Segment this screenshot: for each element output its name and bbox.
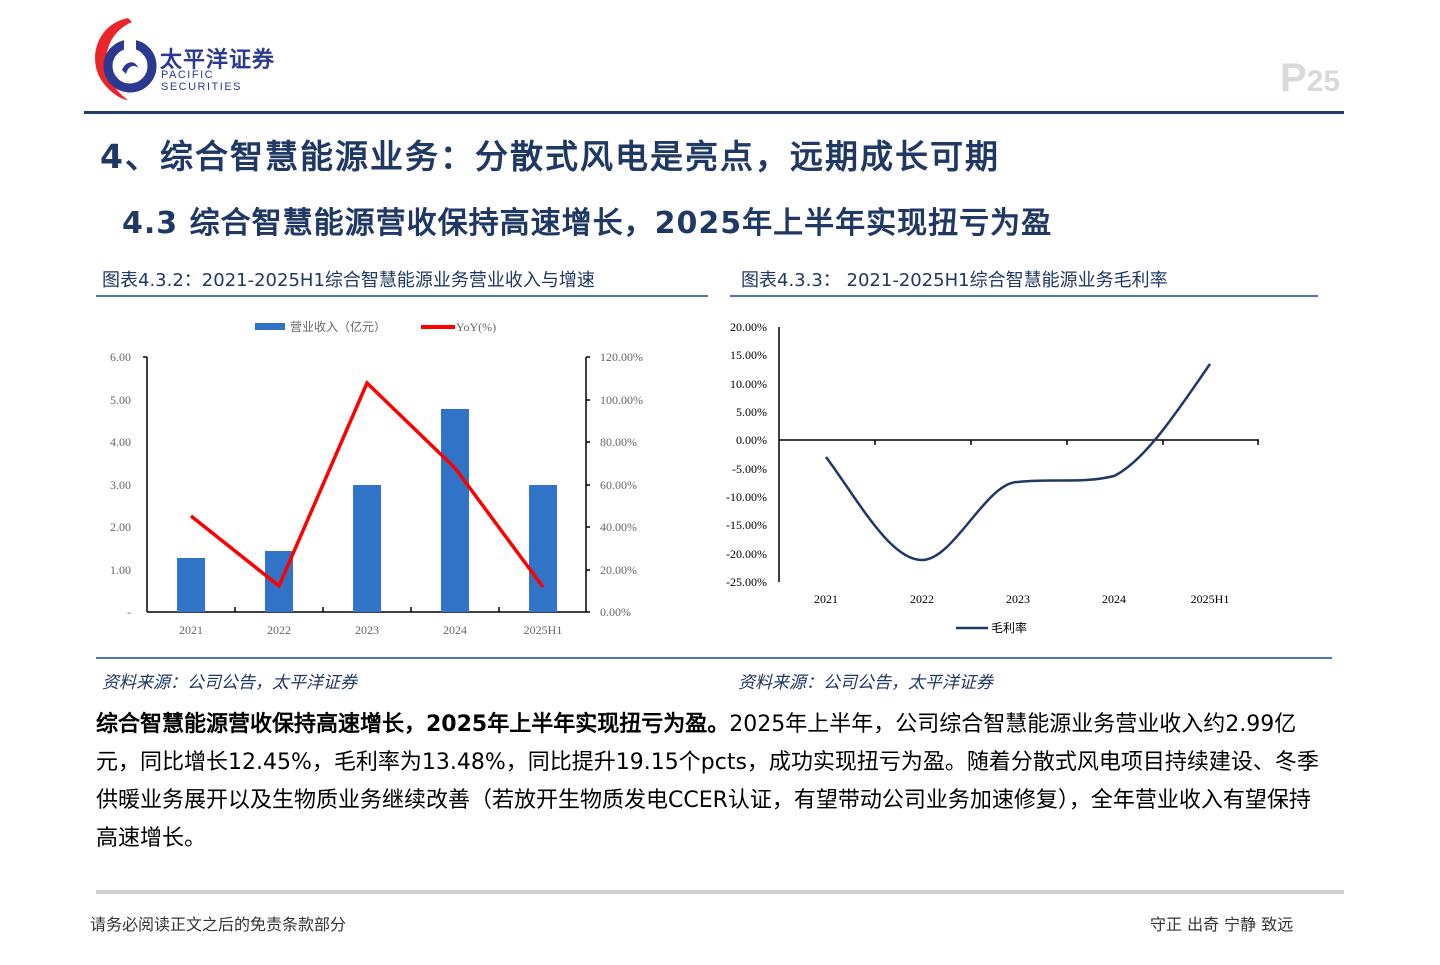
legend-gross-margin: 毛利率 <box>991 620 1027 635</box>
page-number: P25 <box>1280 56 1340 101</box>
svg-text:80.00%: 80.00% <box>600 435 637 449</box>
svg-text:2025H1: 2025H1 <box>524 623 563 637</box>
svg-text:-15.00%: -15.00% <box>726 518 767 532</box>
svg-text:-25.00%: -25.00% <box>726 575 767 589</box>
body-lead-bold: 综合智慧能源营收保持高速增长，2025年上半年实现扭亏为盈。 <box>96 712 730 737</box>
svg-text:0.00%: 0.00% <box>600 605 631 619</box>
svg-text:2.00: 2.00 <box>110 520 131 534</box>
svg-text:100.00%: 100.00% <box>600 393 643 407</box>
svg-text:5.00: 5.00 <box>110 393 131 407</box>
svg-text:2022: 2022 <box>910 592 934 606</box>
page-prefix: P <box>1280 56 1307 100</box>
bar-2025h1 <box>529 485 557 612</box>
y-axis-ticks: 20.00% 15.00% 10.00% 5.00% 0.00% -5.00% … <box>726 320 767 589</box>
svg-text:-20.00%: -20.00% <box>726 547 767 561</box>
page-number-value: 25 <box>1306 65 1341 98</box>
svg-text:2024: 2024 <box>443 623 467 637</box>
svg-text:15.00%: 15.00% <box>730 348 767 362</box>
logo-text-en: PACIFIC SECURITIES <box>161 69 243 93</box>
logo-text-cn: 太平洋证券 <box>160 48 276 73</box>
svg-text:1.00: 1.00 <box>110 563 131 577</box>
left-axis-ticks: - 1.00 2.00 3.00 4.00 5.00 6.00 <box>110 350 131 619</box>
chart-legend: 毛利率 <box>956 620 1027 635</box>
figure-title-revenue: 图表4.3.2：2021-2025H1综合智慧能源业务营业收入与增速 <box>102 270 595 291</box>
footer-disclaimer: 请务必阅读正文之后的免责条款部分 <box>90 915 347 934</box>
svg-text:-: - <box>127 605 131 619</box>
revenue-bars <box>177 409 557 612</box>
figure-source-left: 资料来源：公司公告，太平洋证券 <box>102 673 357 693</box>
source-divider <box>96 657 1332 659</box>
subsection-title: 4.3 综合智慧能源营收保持高速增长，2025年上半年实现扭亏为盈 <box>122 206 1053 241</box>
svg-text:4.00: 4.00 <box>110 435 131 449</box>
svg-text:120.00%: 120.00% <box>600 350 643 364</box>
legend-yoy: YoY(%) <box>456 320 496 334</box>
chart-legend: 营业收入（亿元） YoY(%) <box>255 319 496 334</box>
bar-2023 <box>353 485 381 612</box>
svg-text:-5.00%: -5.00% <box>732 462 767 476</box>
svg-text:6.00: 6.00 <box>110 350 131 364</box>
svg-text:3.00: 3.00 <box>110 478 131 492</box>
yoy-line <box>189 379 545 589</box>
figure-source-right: 资料来源：公司公告，太平洋证券 <box>738 673 993 693</box>
body-text: 2025年上半年，公司综合智慧能源业务营业收入约2.99亿元，同比增长12.45… <box>96 712 1319 851</box>
figure-title-divider <box>96 295 708 297</box>
svg-text:2022: 2022 <box>267 623 291 637</box>
legend-line-swatch <box>421 325 455 329</box>
svg-text:20.00%: 20.00% <box>600 563 637 577</box>
body-paragraph: 综合智慧能源营收保持高速增长，2025年上半年实现扭亏为盈。2025年上半年，公… <box>96 706 1326 858</box>
section-title: 4、综合智慧能源业务：分散式风电是亮点，远期成长可期 <box>100 137 1000 176</box>
svg-text:10.00%: 10.00% <box>730 377 767 391</box>
gross-margin-line <box>824 363 1212 562</box>
svg-text:60.00%: 60.00% <box>600 478 637 492</box>
svg-text:2024: 2024 <box>1102 592 1126 606</box>
footer-divider <box>96 890 1344 894</box>
company-logo: 太平洋证券 PACIFIC SECURITIES <box>88 16 288 102</box>
svg-text:20.00%: 20.00% <box>730 320 767 334</box>
svg-text:2021: 2021 <box>814 592 838 606</box>
x-axis-labels: 2021 2022 2023 2024 2025H1 <box>179 623 562 637</box>
legend-bar-swatch <box>255 323 285 330</box>
svg-text:2023: 2023 <box>1006 592 1030 606</box>
figure-title-margin: 图表4.3.3： 2021-2025H1综合智慧能源业务毛利率 <box>741 270 1168 291</box>
svg-text:40.00%: 40.00% <box>600 520 637 534</box>
x-axis-labels: 2021 2022 2023 2024 2025H1 <box>814 592 1229 606</box>
svg-text:-10.00%: -10.00% <box>726 490 767 504</box>
footer-slogan: 守正 出奇 宁静 致远 <box>1150 915 1294 934</box>
svg-text:2023: 2023 <box>355 623 379 637</box>
svg-text:0.00%: 0.00% <box>736 433 767 447</box>
bar-2024 <box>441 409 469 612</box>
gross-margin-chart: 20.00% 15.00% 10.00% 5.00% 0.00% -5.00% … <box>726 320 1259 635</box>
figure-title-divider <box>730 295 1318 297</box>
svg-text:2025H1: 2025H1 <box>1191 592 1230 606</box>
svg-text:5.00%: 5.00% <box>736 405 767 419</box>
right-axis-ticks: 0.00% 20.00% 40.00% 60.00% 80.00% 100.00… <box>600 350 643 619</box>
revenue-yoy-chart: 营业收入（亿元） YoY(%) - 1.00 2.00 3.00 4.00 5.… <box>110 319 643 637</box>
legend-revenue: 营业收入（亿元） <box>290 319 386 334</box>
header-divider <box>84 111 1344 114</box>
svg-text:2021: 2021 <box>179 623 203 637</box>
bar-2021 <box>177 558 205 612</box>
logo-emblem-icon <box>95 18 157 100</box>
